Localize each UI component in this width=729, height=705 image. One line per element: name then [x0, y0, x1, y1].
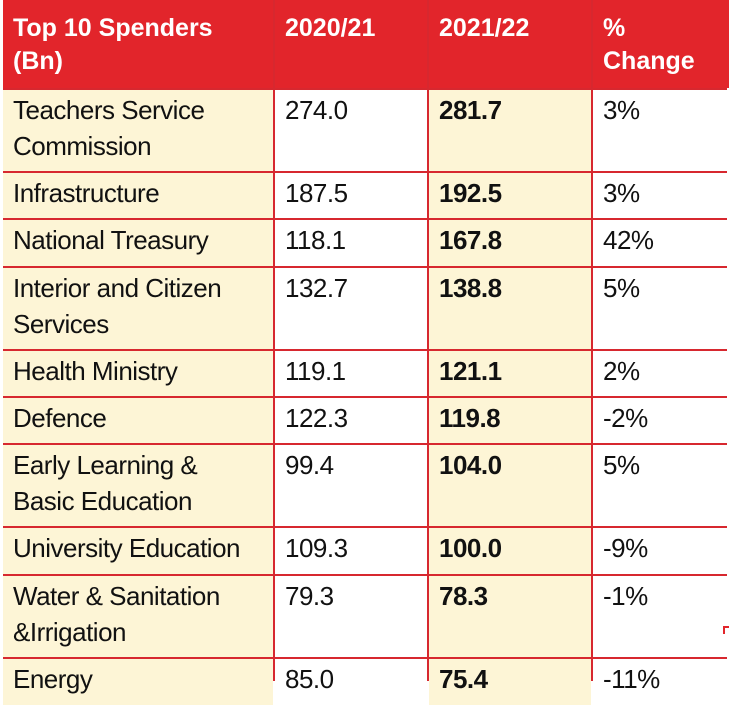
value-2021-22: 78.3 [429, 576, 591, 657]
percent-change: 2% [593, 351, 729, 396]
percent-change: -11% [593, 659, 729, 705]
value-2020-21: 99.4 [275, 445, 427, 526]
value-2020-21: 132.7 [275, 268, 427, 349]
value-2021-22: 167.8 [429, 220, 591, 266]
row-name: University Education [3, 528, 273, 574]
value-2021-22: 138.8 [429, 268, 591, 349]
value-2021-22: 100.0 [429, 528, 591, 574]
row-name: National Treasury [3, 220, 273, 266]
header-2020-21: 2020/21 [275, 0, 427, 88]
value-2020-21: 109.3 [275, 528, 427, 574]
value-2020-21: 118.1 [275, 220, 427, 266]
value-2021-22: 192.5 [429, 173, 591, 218]
spenders-table: Top 10 Spenders (Bn) 2020/21 2021/22 % C… [3, 0, 729, 705]
percent-change: 42% [593, 220, 729, 266]
row-name: Interior and Citizen Services [3, 268, 273, 349]
value-2020-21: 122.3 [275, 398, 427, 443]
value-2020-21: 187.5 [275, 173, 427, 218]
row-name: Energy [3, 659, 273, 705]
percent-change: 3% [593, 90, 729, 171]
corner-mark [723, 626, 729, 634]
row-name: Infrastructure [3, 173, 273, 218]
value-2020-21: 274.0 [275, 90, 427, 171]
row-name: Teachers Service Commission [3, 90, 273, 171]
value-2020-21: 85.0 [275, 659, 427, 705]
header-2021-22: 2021/22 [429, 0, 591, 88]
percent-change: -1% [593, 576, 729, 657]
row-name: Early Learning & Basic Education [3, 445, 273, 526]
percent-change: 5% [593, 268, 729, 349]
header-spenders: Top 10 Spenders (Bn) [3, 0, 273, 88]
value-2021-22: 121.1 [429, 351, 591, 396]
value-2020-21: 79.3 [275, 576, 427, 657]
header-percent-change: % Change [593, 0, 729, 88]
value-2020-21: 119.1 [275, 351, 427, 396]
value-2021-22: 281.7 [429, 90, 591, 171]
value-2021-22: 75.4 [429, 659, 591, 705]
percent-change: -9% [593, 528, 729, 574]
value-2021-22: 119.8 [429, 398, 591, 443]
value-2021-22: 104.0 [429, 445, 591, 526]
row-name: Defence [3, 398, 273, 443]
row-name: Water & Sanitation &Irrigation [3, 576, 273, 657]
row-name: Health Ministry [3, 351, 273, 396]
percent-change: 3% [593, 173, 729, 218]
percent-change: -2% [593, 398, 729, 443]
percent-change: 5% [593, 445, 729, 526]
